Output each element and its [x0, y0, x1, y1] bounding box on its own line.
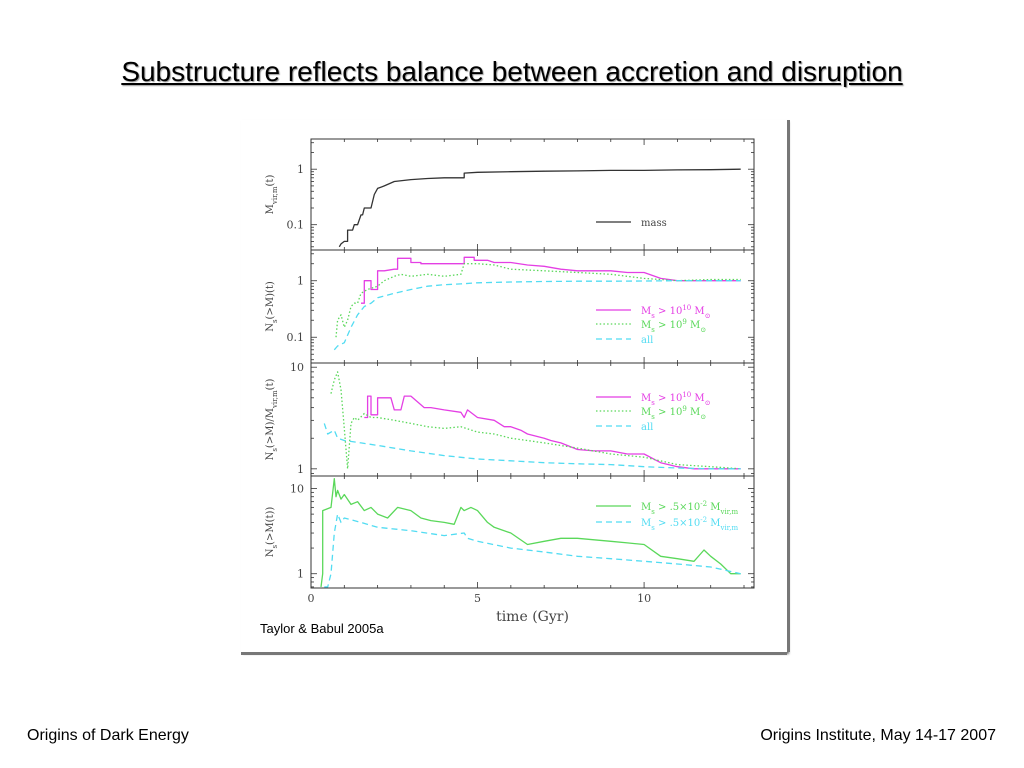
y-axis-label: Ns(>M(t))	[265, 507, 279, 558]
y-tick-label: 10	[290, 482, 304, 495]
panel-4: 1 10 0 5 10 time (Gyr) Ns(>M(t)) Ms > .5×10-2 M…	[265, 475, 755, 625]
series-line-cyan	[333, 280, 741, 351]
legend-label: Ms > 1010 M⊙	[641, 391, 711, 407]
series-line-green	[330, 371, 741, 470]
legend-label: Ms > .5×10-2 Mvir,m	[641, 516, 738, 532]
footer-left: Origins of Dark Energy	[27, 727, 189, 744]
series-line-cyan	[324, 513, 741, 588]
legend-label: Ms > 109 M⊙	[641, 405, 706, 421]
y-tick-label: 1	[297, 275, 304, 288]
legend-label: Ms > 109 M⊙	[641, 318, 706, 334]
y-tick-label: 1	[297, 163, 304, 176]
x-tick-label: 0	[308, 592, 315, 605]
series-line-magenta	[364, 395, 741, 470]
y-tick-label: 0.1	[287, 331, 305, 344]
panel-frame	[310, 475, 755, 589]
y-tick-label: 10	[290, 361, 304, 374]
panel-3: 1 10 Ns(>M)/Mvir,m(t) Ms > 1010 M⊙Ms > 109 …	[265, 361, 755, 477]
legend-label: mass	[641, 218, 667, 229]
legend-label: all	[641, 422, 653, 433]
series-line-green	[320, 478, 741, 587]
x-axis-label: time (Gyr)	[496, 609, 569, 625]
legend-label: Ms > 1010 M⊙	[641, 304, 711, 320]
figure-credit: Taylor & Babul 2005a	[260, 621, 384, 636]
series-line-magenta	[361, 256, 741, 304]
series-line-cyan	[323, 423, 741, 470]
x-tick-label: 10	[637, 592, 651, 605]
y-axis-label: Ns(>M)(t)	[265, 281, 279, 332]
x-tick-label: 5	[474, 592, 481, 605]
multi-panel-plot: 0.1 1 Mvir,m(t) mass 0.1 1 Ns(>M)(t) Ms > 1010 …	[265, 138, 755, 625]
panel-frame	[310, 362, 755, 477]
y-axis-label: Mvir,m(t)	[265, 175, 279, 215]
figure-frame: 0.1 1 Mvir,m(t) mass 0.1 1 Ns(>M)(t) Ms > 1010 …	[241, 120, 790, 655]
panel-frame	[310, 138, 755, 251]
y-tick-label: 1	[297, 463, 304, 476]
legend-label: Ms > .5×10-2 Mvir,m	[641, 500, 738, 516]
y-tick-label: 1	[297, 568, 304, 581]
series-line-black	[338, 168, 741, 248]
legend-label: all	[641, 335, 653, 346]
panel-1: 0.1 1 Mvir,m(t) mass	[265, 138, 755, 251]
panel-2: 0.1 1 Ns(>M)(t) Ms > 1010 M⊙Ms > 109 M⊙all	[265, 249, 755, 364]
footer-right: Origins Institute, May 14-17 2007	[760, 727, 996, 744]
y-tick-label: 0.1	[287, 219, 305, 232]
slide-title: Substructure reflects balance between ac…	[121, 56, 903, 87]
y-axis-label: Ns(>M)/Mvir,m(t)	[265, 378, 279, 460]
